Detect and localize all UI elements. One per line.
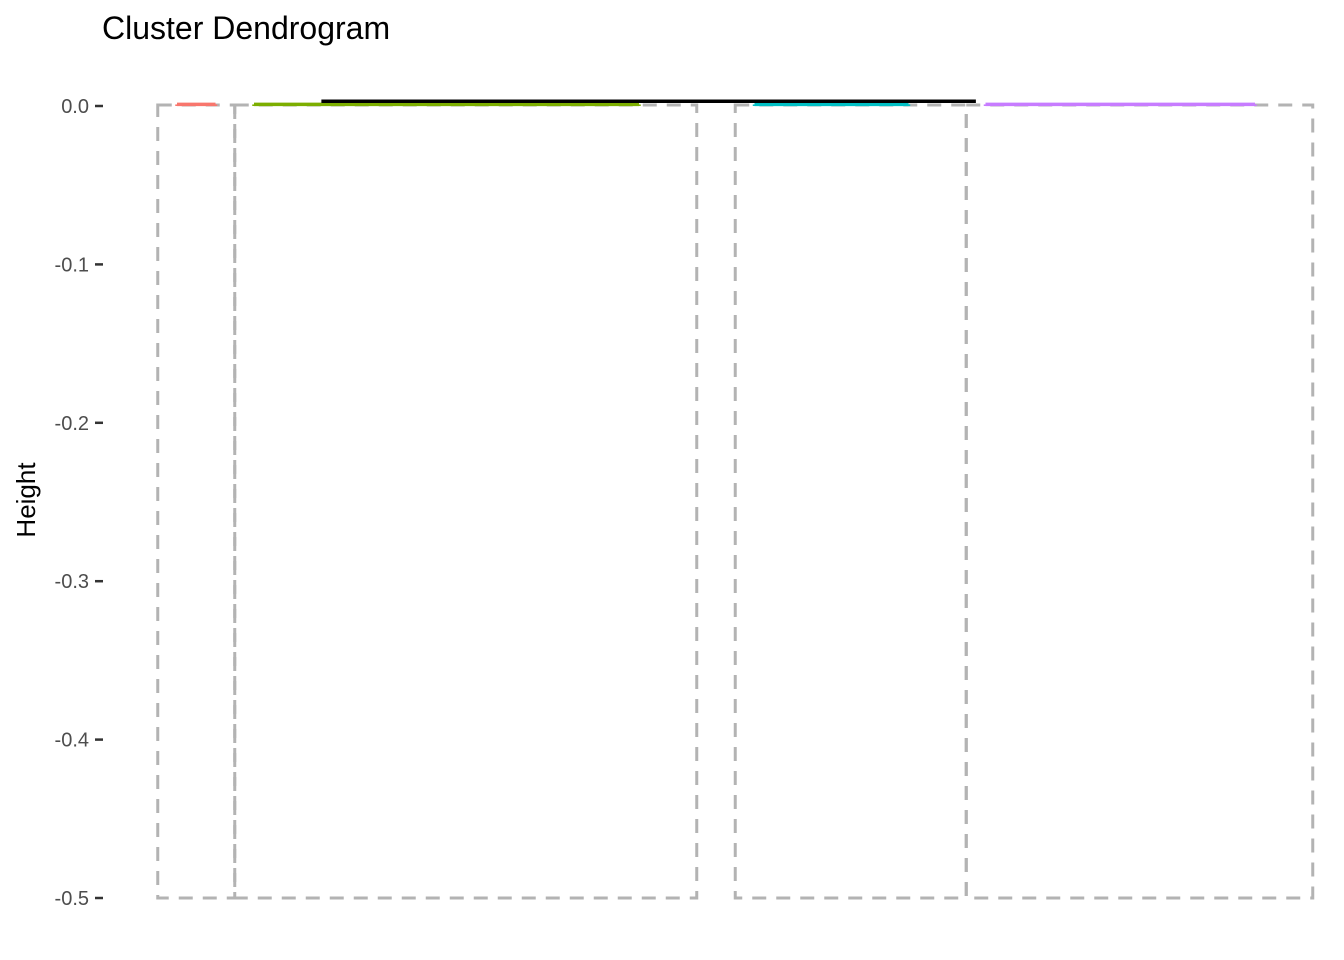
chart-title: Cluster Dendrogram (102, 10, 390, 46)
y-axis: 0.0 -0.1 -0.2 -0.3 -0.4 -0.5 (55, 96, 103, 910)
dendrogram-branches (175, 99, 1257, 107)
y-axis-label: Height (11, 462, 41, 538)
y-tick-label: 0.0 (61, 96, 89, 118)
y-tick-label: -0.1 (55, 254, 89, 276)
cluster-rect-boxes (156, 103, 1315, 900)
y-tick-label: -0.5 (55, 888, 89, 910)
cluster-box (156, 103, 237, 900)
cluster-box (233, 103, 699, 900)
y-tick-label: -0.4 (55, 730, 89, 752)
y-tick-label: -0.3 (55, 571, 89, 593)
y-tick-label: -0.2 (55, 413, 89, 435)
cluster-box (964, 103, 1315, 900)
cluster-box (733, 103, 968, 900)
